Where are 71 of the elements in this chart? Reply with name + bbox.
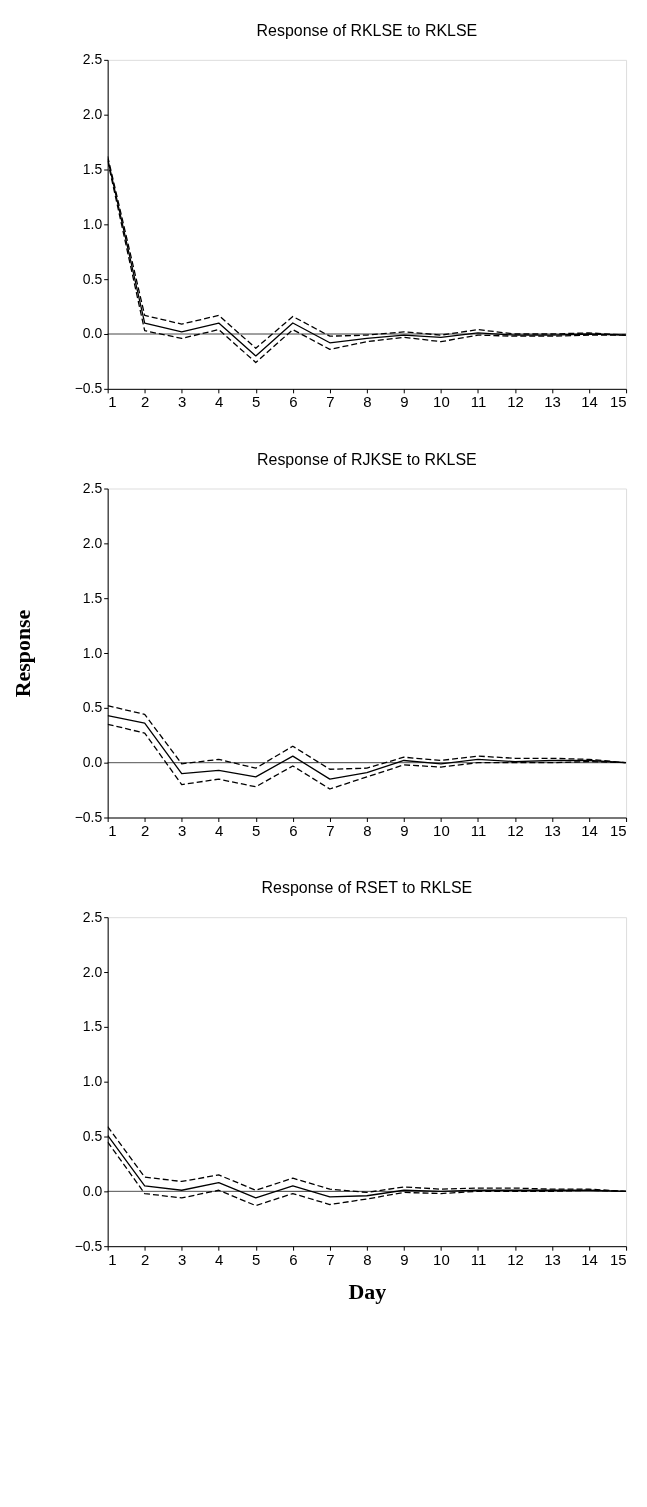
x-tick-label: 6: [289, 393, 298, 411]
x-tick-label: 7: [326, 1250, 335, 1268]
x-tick-label: 10: [433, 1250, 450, 1268]
x-tick-label: 8: [363, 1250, 372, 1268]
x-tick-label: 5: [252, 1250, 261, 1268]
chart-title: Response of RSET to RKLSE: [261, 879, 473, 897]
y-tick-label: 1.0: [82, 644, 103, 661]
x-tick-label: 9: [400, 1250, 409, 1268]
x-tick-label: 13: [544, 821, 561, 839]
y-tick-label: −0.5: [74, 380, 103, 397]
x-tick-label: 11: [470, 821, 487, 839]
x-tick-label: 3: [178, 393, 187, 411]
x-tick-label: 14: [581, 1250, 598, 1268]
x-tick-label: 7: [326, 821, 335, 839]
y-tick-label: 1.5: [82, 1018, 103, 1035]
x-tick-label: 13: [544, 393, 561, 411]
x-tick-label: 5: [252, 821, 261, 839]
x-tick-label: 4: [215, 393, 224, 411]
y-tick-label: −0.5: [74, 1237, 103, 1254]
y-tick-label: 1.0: [82, 215, 103, 232]
x-tick-label: 10: [433, 393, 450, 411]
x-tick-label: 7: [326, 393, 335, 411]
x-tick-label: 14: [581, 393, 598, 411]
x-tick-label: 8: [363, 393, 372, 411]
x-tick-label: 11: [470, 1250, 487, 1268]
x-tick-label: 8: [363, 821, 372, 839]
y-tick-label: 2.5: [82, 908, 103, 925]
x-tick-label: 4: [215, 1250, 224, 1268]
y-tick-label: 0.0: [82, 1182, 103, 1199]
x-axis-title: Day: [348, 1278, 387, 1304]
x-tick-label: 3: [178, 1250, 187, 1268]
y-tick-label: −0.5: [74, 808, 103, 825]
chart-title: Response of RJKSE to RKLSE: [257, 450, 477, 468]
x-tick-label: 2: [141, 821, 150, 839]
chart-title: Response of RKLSE to RKLSE: [256, 21, 478, 39]
y-tick-label: 0.5: [82, 270, 103, 287]
x-tick-label: 11: [470, 393, 487, 411]
x-tick-label: 15: [609, 393, 627, 411]
y-tick-label: 2.0: [82, 963, 103, 980]
x-tick-label: 13: [544, 1250, 561, 1268]
x-tick-label: 4: [215, 821, 224, 839]
x-tick-label: 12: [507, 393, 524, 411]
y-tick-label: 0.5: [82, 1128, 103, 1145]
x-tick-label: 15: [609, 1250, 627, 1268]
x-tick-label: 1: [108, 821, 117, 839]
y-tick-label: 0.0: [82, 754, 103, 771]
x-tick-label: 1: [108, 1250, 117, 1268]
x-tick-label: 2: [141, 393, 150, 411]
y-tick-label: 2.0: [82, 534, 103, 551]
x-tick-label: 2: [141, 1250, 150, 1268]
x-tick-label: 10: [433, 821, 450, 839]
y-tick-label: 2.5: [82, 51, 103, 68]
x-tick-label: 6: [289, 821, 298, 839]
x-tick-label: 12: [507, 821, 524, 839]
y-tick-label: 1.0: [82, 1073, 103, 1090]
x-tick-label: 12: [507, 1250, 524, 1268]
y-tick-label: 2.5: [82, 480, 103, 497]
y-tick-label: 1.5: [82, 589, 103, 606]
y-tick-label: 1.5: [82, 160, 103, 177]
x-tick-label: 9: [400, 821, 409, 839]
x-tick-label: 14: [581, 821, 598, 839]
x-tick-label: 15: [609, 821, 627, 839]
x-tick-label: 6: [289, 1250, 298, 1268]
x-tick-label: 3: [178, 821, 187, 839]
y-tick-label: 0.0: [82, 325, 103, 342]
x-tick-label: 5: [252, 393, 261, 411]
x-tick-label: 9: [400, 393, 409, 411]
x-tick-label: 1: [108, 393, 117, 411]
y-tick-label: 0.5: [82, 699, 103, 716]
y-tick-label: 2.0: [82, 106, 103, 123]
y-axis-title: Response: [9, 609, 35, 698]
